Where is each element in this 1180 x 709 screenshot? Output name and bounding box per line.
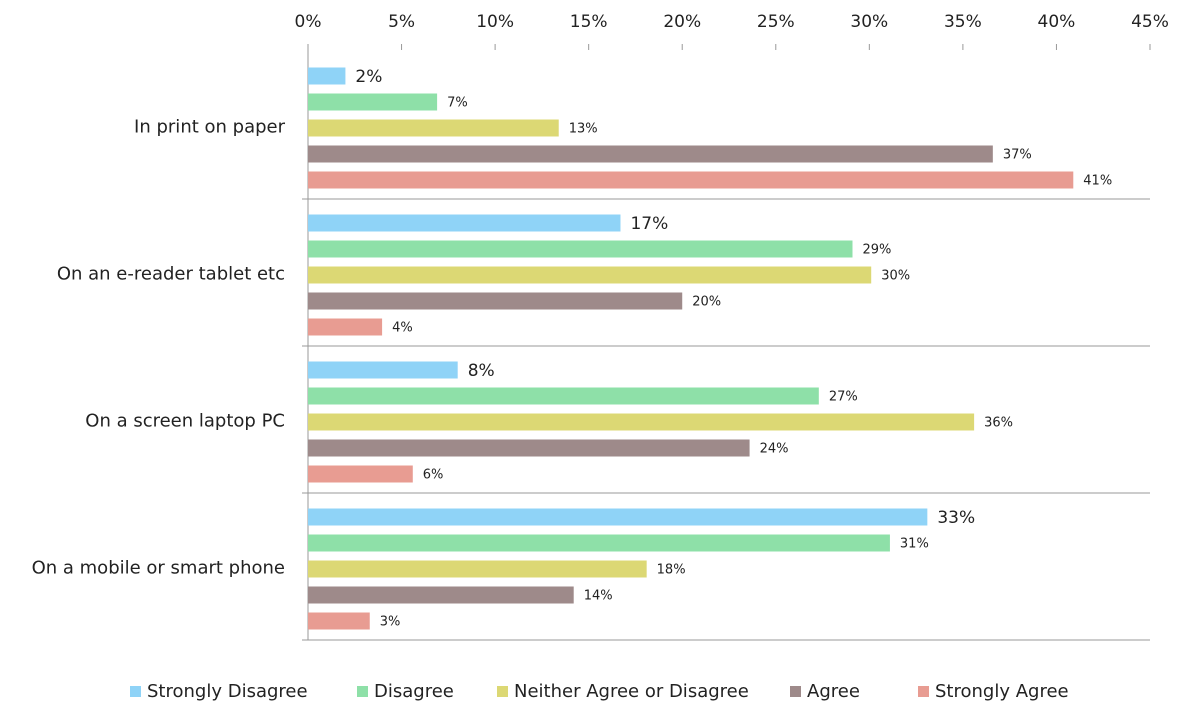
value-label: 3%	[380, 615, 401, 630]
legend-swatch	[918, 686, 929, 697]
legend-swatch	[357, 686, 368, 697]
value-label: 29%	[862, 243, 891, 258]
x-tick-label: 25%	[757, 12, 795, 32]
bar	[308, 93, 438, 111]
legend-swatch	[497, 686, 508, 697]
bar	[308, 361, 458, 379]
legend-swatch	[790, 686, 801, 697]
value-label: 2%	[355, 67, 382, 87]
value-label: 41%	[1083, 174, 1112, 189]
bar	[308, 560, 647, 578]
legend-label: Agree	[807, 681, 860, 702]
bar	[308, 145, 993, 163]
value-label: 20%	[692, 295, 721, 310]
legend-label: Strongly Agree	[935, 681, 1069, 702]
bar	[308, 318, 383, 336]
bar	[308, 439, 750, 457]
value-label: 27%	[829, 390, 858, 405]
legend-label: Disagree	[374, 681, 454, 702]
bar	[308, 612, 370, 630]
value-label: 14%	[584, 589, 613, 604]
value-label: 17%	[630, 214, 668, 234]
bar	[308, 465, 413, 483]
bar	[308, 214, 621, 232]
bar	[308, 586, 574, 604]
bar	[308, 508, 928, 526]
value-label: 37%	[1003, 148, 1032, 163]
category-label: On a mobile or smart phone	[32, 558, 285, 579]
bar	[308, 67, 346, 85]
legend-swatch	[130, 686, 141, 697]
x-tick-label: 30%	[850, 12, 888, 32]
legend-label: Strongly Disagree	[147, 681, 308, 702]
category-label: In print on paper	[134, 117, 286, 138]
value-label: 4%	[392, 321, 413, 336]
bar	[308, 266, 872, 284]
bar	[308, 240, 853, 258]
value-label: 8%	[468, 361, 495, 381]
bar	[308, 534, 890, 552]
bar	[308, 119, 559, 137]
bar	[308, 413, 975, 431]
category-label: On an e-reader tablet etc	[57, 264, 285, 285]
value-label: 7%	[447, 96, 468, 111]
value-label: 6%	[423, 468, 444, 483]
x-tick-label: 20%	[663, 12, 701, 32]
value-label: 36%	[984, 416, 1013, 431]
bar	[308, 292, 683, 310]
value-label: 18%	[657, 563, 686, 578]
x-tick-label: 45%	[1131, 12, 1169, 32]
x-tick-label: 10%	[476, 12, 514, 32]
x-tick-label: 35%	[944, 12, 982, 32]
x-tick-label: 0%	[295, 12, 322, 32]
legend-label: Neither Agree or Disagree	[514, 681, 749, 702]
value-label: 30%	[881, 269, 910, 284]
x-tick-label: 15%	[570, 12, 608, 32]
category-label: On a screen laptop PC	[85, 411, 285, 432]
bar	[308, 171, 1074, 189]
bar	[308, 387, 819, 405]
x-tick-label: 5%	[388, 12, 415, 32]
value-label: 33%	[937, 508, 975, 528]
value-label: 13%	[569, 122, 598, 137]
x-tick-label: 40%	[1038, 12, 1076, 32]
value-label: 24%	[760, 442, 789, 457]
value-label: 31%	[900, 537, 929, 552]
